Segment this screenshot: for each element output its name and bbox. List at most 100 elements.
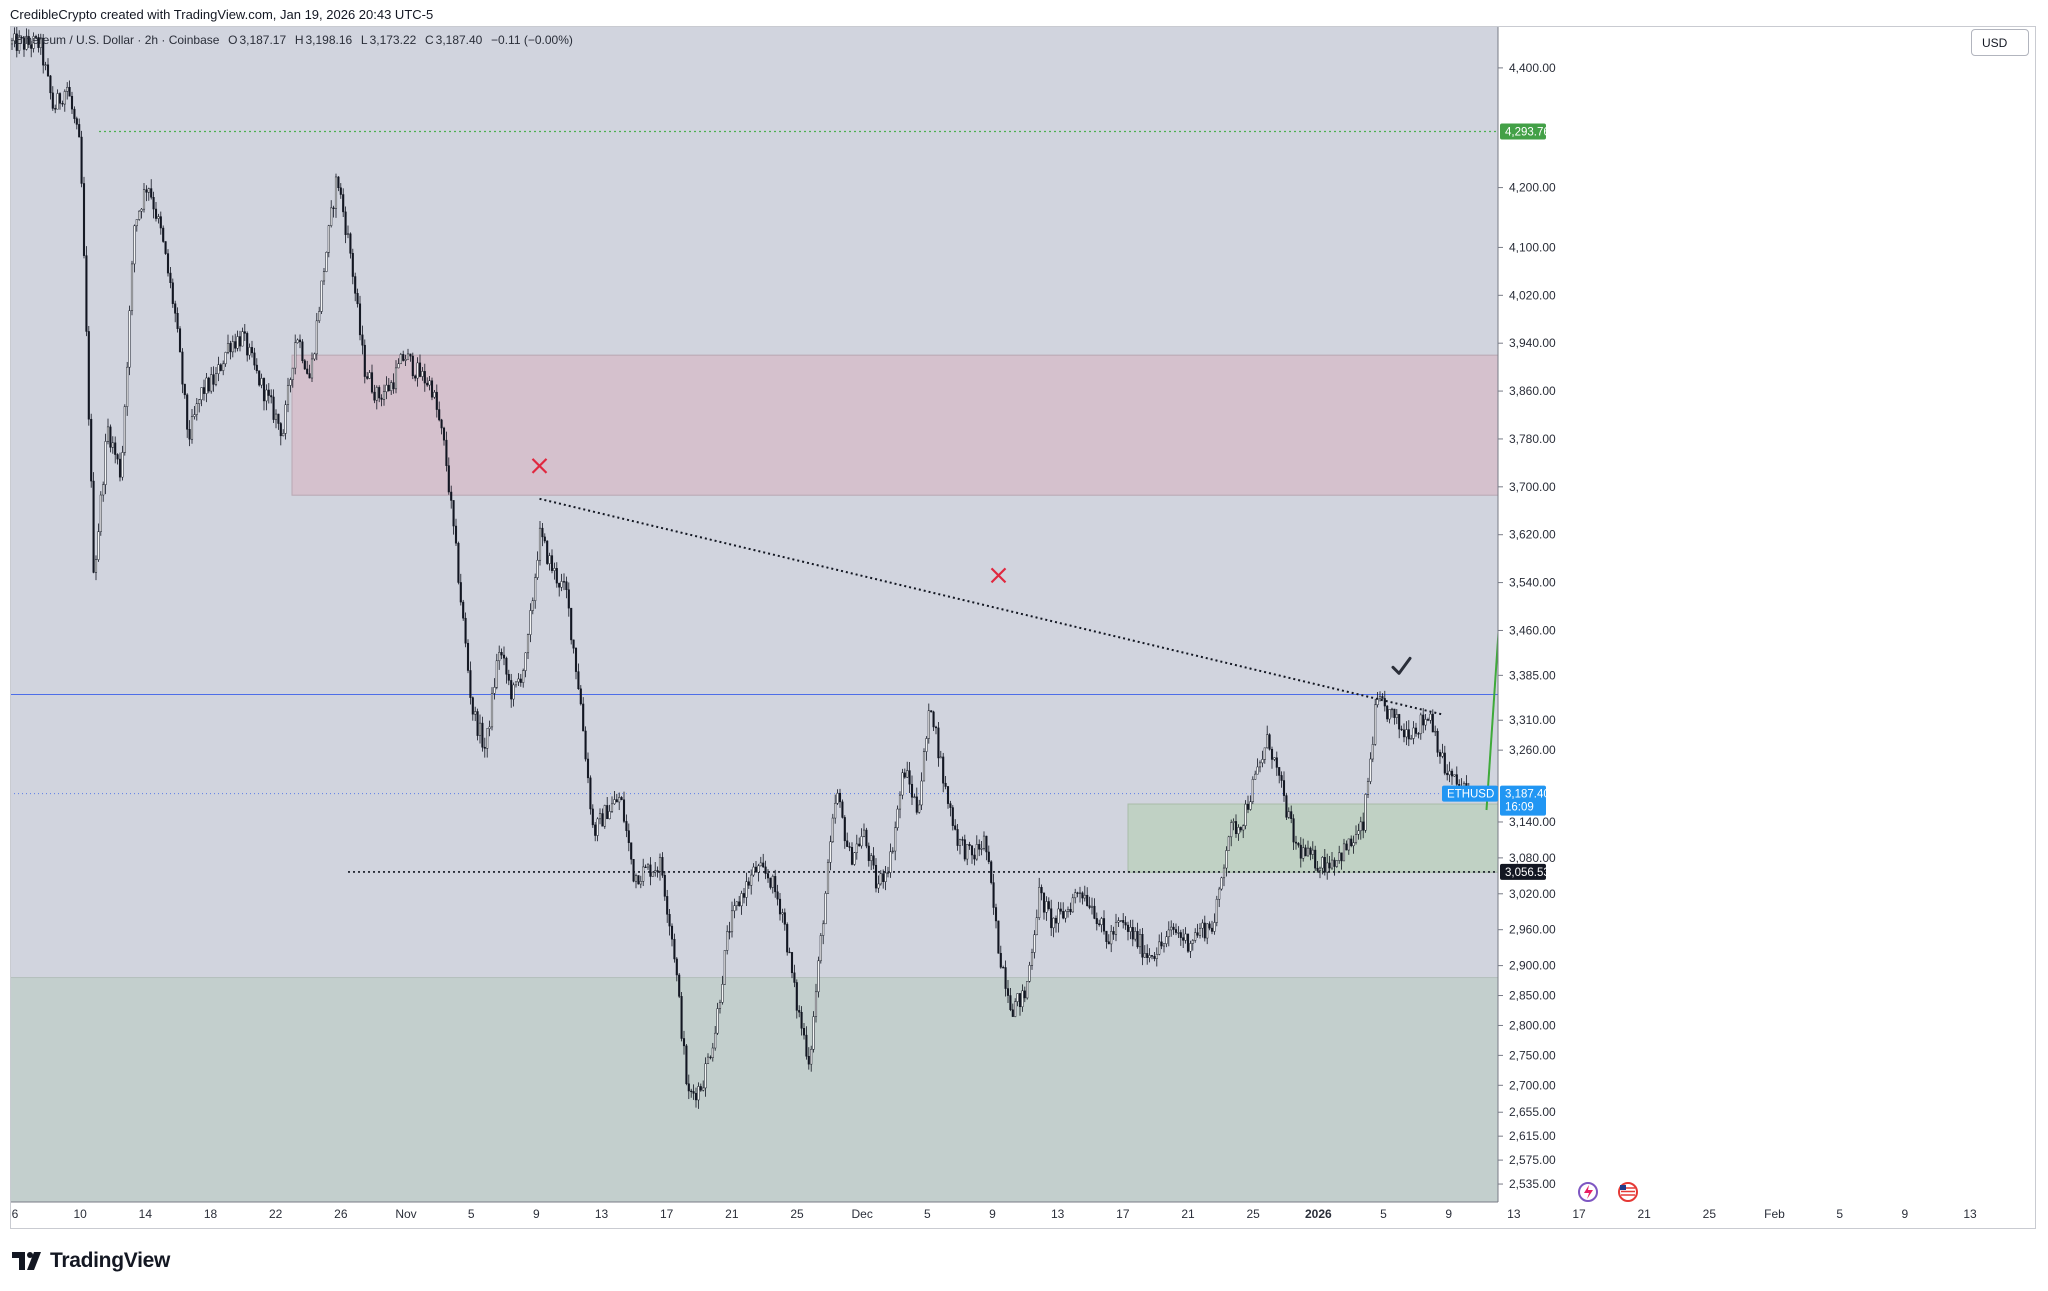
price-chart[interactable]: 4,400.00 4,200.00 4,100.00 4,020.00 3,940.00…	[10, 26, 2036, 1229]
candle-body	[1162, 943, 1166, 947]
candle-body	[1083, 894, 1086, 899]
zone-supply	[291, 354, 1499, 496]
candle-body	[1443, 752, 1446, 774]
close-label: C	[424, 33, 434, 47]
candle-body	[668, 914, 671, 927]
tradingview-logo[interactable]: TradingView	[12, 1248, 170, 1274]
candle-body	[1266, 734, 1269, 749]
candle-body	[286, 385, 290, 405]
candle-body	[1340, 852, 1343, 862]
candle-body	[234, 341, 237, 349]
candle-body	[649, 864, 652, 877]
candle-body	[742, 893, 746, 898]
candle-body	[723, 950, 726, 985]
candle-body	[361, 334, 364, 346]
candle-body	[262, 378, 266, 402]
candle-body	[373, 391, 376, 401]
candle-body	[870, 855, 873, 861]
currency-button[interactable]: USD	[1971, 29, 2029, 56]
candle-body	[356, 293, 359, 305]
candle-body	[78, 124, 81, 138]
candle-body	[786, 924, 789, 953]
candle-body	[694, 1093, 698, 1101]
y-tick-label: 3,260.00	[1509, 743, 1556, 757]
candle-body	[54, 108, 57, 110]
symbol-tag-text: ETHUSD	[1447, 789, 1494, 801]
candle-body	[1018, 993, 1022, 1008]
symbol-name[interactable]: Ethereum / U.S. Dollar · 2h · Coinbase	[14, 33, 220, 47]
candle-body	[476, 711, 479, 736]
candle-body	[819, 935, 822, 962]
candle-body	[690, 1090, 693, 1093]
candle-body	[1138, 934, 1142, 948]
candle-body	[1093, 905, 1096, 919]
event-icon-earnings[interactable]	[1578, 1182, 1598, 1202]
candle-body	[872, 855, 875, 866]
candle-body	[318, 311, 321, 322]
candle-body	[1191, 940, 1194, 944]
candle-body	[154, 208, 158, 219]
candle-body	[582, 703, 585, 732]
candle-body	[1323, 857, 1326, 873]
candle-body	[320, 280, 323, 312]
candle-body	[111, 442, 114, 448]
candle-body	[1153, 956, 1156, 959]
candle-body	[1237, 827, 1240, 835]
candle-body	[1172, 926, 1175, 930]
candle-body	[877, 883, 880, 889]
y-tick-label: 4,400.00	[1509, 61, 1556, 75]
candle-body	[1446, 772, 1449, 776]
candle-body	[243, 331, 246, 334]
candle-body	[1318, 867, 1322, 871]
x-tick-label: 10	[73, 1207, 87, 1221]
candle-body	[750, 874, 753, 886]
target-price-tag-bg	[1500, 123, 1546, 140]
candle-body	[536, 559, 539, 578]
candle-body	[224, 352, 227, 365]
candle-body	[978, 844, 981, 850]
high-value: 3,198.16	[305, 33, 353, 47]
candle-body	[572, 639, 575, 649]
candle-body	[682, 1038, 686, 1047]
candle-body	[730, 910, 734, 933]
candle-body	[927, 710, 930, 739]
candle-body	[1110, 931, 1113, 945]
candle-body	[975, 844, 978, 860]
x-tick-label: 5	[468, 1207, 475, 1221]
candle-body	[327, 225, 330, 253]
candle-body	[745, 881, 748, 898]
candle-body	[1030, 952, 1034, 966]
cross-marker	[990, 567, 1007, 584]
candle-body	[1400, 728, 1403, 731]
candle-body	[229, 343, 232, 353]
candle-body	[183, 383, 186, 396]
candle-body	[606, 805, 609, 820]
candle-body	[632, 859, 635, 882]
candle-body	[478, 722, 482, 736]
candle-body	[1038, 887, 1041, 918]
candle-body	[1398, 714, 1401, 730]
candle-body	[438, 409, 441, 421]
candle-body	[1006, 988, 1010, 996]
candle-body	[757, 865, 760, 873]
candle-body	[1004, 967, 1007, 989]
candle-body	[145, 189, 148, 193]
event-icon-us-flag[interactable]	[1618, 1182, 1638, 1202]
candle-body	[1362, 821, 1365, 831]
candle-body	[714, 1032, 717, 1049]
candle-body	[397, 363, 400, 369]
candle-body	[565, 581, 568, 590]
candle-body	[1290, 811, 1293, 819]
candle-body	[1141, 934, 1144, 958]
candle-body	[315, 320, 318, 355]
candle-body	[219, 364, 222, 371]
candle-body	[1062, 911, 1065, 919]
candle-body	[1436, 730, 1439, 753]
check-marker	[1391, 656, 1412, 675]
candle-body	[15, 33, 18, 51]
candle-body	[452, 500, 455, 527]
candle-body	[392, 382, 395, 390]
candle-body	[102, 484, 105, 496]
candle-body	[306, 368, 309, 374]
candle-body	[836, 792, 839, 804]
